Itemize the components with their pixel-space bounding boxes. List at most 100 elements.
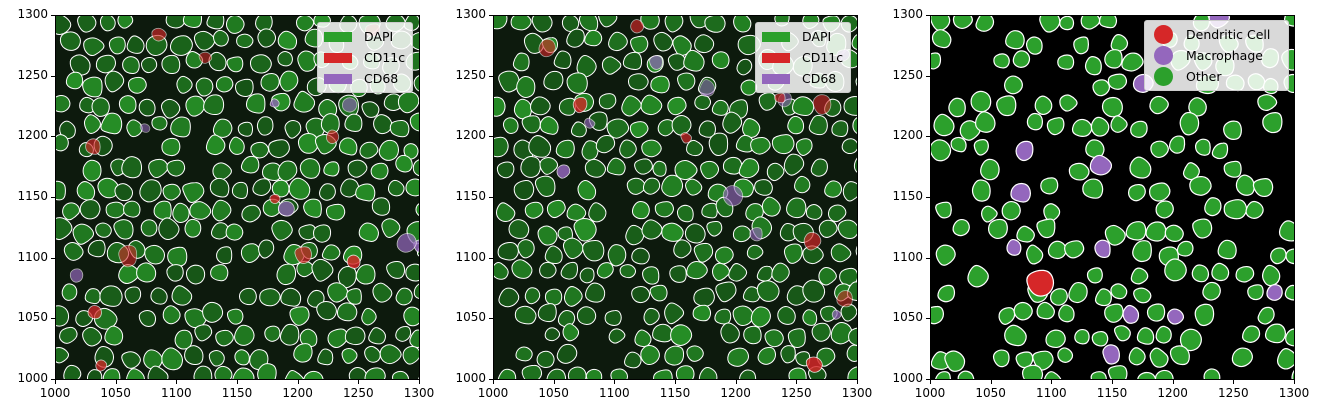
- nucleus-outline: [355, 264, 376, 285]
- y-tick-mark: [489, 136, 493, 138]
- nucleus-outline: [708, 132, 729, 156]
- nucleus-outline: [99, 285, 123, 307]
- nucleus-outline: [714, 246, 734, 265]
- nucleus-outline: [544, 327, 561, 342]
- nucleus-outline: [576, 306, 597, 326]
- nucleus-outline: [228, 136, 245, 155]
- x-tick-mark: [857, 380, 858, 384]
- nucleus-outline: [524, 201, 544, 219]
- nucleus-outline: [842, 181, 858, 202]
- nucleus-outline: [630, 35, 649, 54]
- other-cell: [998, 307, 1016, 325]
- nucleus-outline: [738, 158, 760, 179]
- other-cell: [959, 120, 981, 141]
- nucleus-outline: [625, 224, 645, 246]
- other-cell: [1241, 325, 1261, 343]
- other-cell: [1032, 350, 1054, 371]
- nucleus-outline: [634, 158, 653, 175]
- y-tick-label: 1150: [892, 189, 923, 203]
- cd68-spot: [749, 227, 763, 242]
- nucleus-outline: [320, 113, 340, 135]
- y-tick-mark: [51, 257, 55, 259]
- nucleus-outline: [389, 119, 410, 138]
- other-cell: [1149, 347, 1169, 368]
- y-tick-label: 1250: [892, 67, 923, 82]
- nucleus-outline: [794, 175, 811, 194]
- y-tick-label: 1300: [455, 7, 486, 21]
- nucleus-outline: [77, 15, 97, 33]
- nucleus-outline: [607, 244, 627, 267]
- nucleus-outline: [325, 203, 346, 221]
- nucleus-outline: [694, 34, 715, 54]
- other-cell: [1235, 174, 1255, 196]
- other-cell: [1068, 162, 1090, 181]
- nucleus-outline: [264, 325, 281, 342]
- x-tick-label: 1200: [282, 386, 313, 400]
- nucleus-outline: [211, 199, 232, 222]
- other-cell: [1059, 94, 1078, 112]
- nucleus-outline: [260, 73, 280, 92]
- nucleus-outline: [650, 75, 670, 94]
- other-cell: [1104, 49, 1123, 69]
- nucleus-outline: [232, 367, 255, 380]
- nucleus-outline: [284, 369, 305, 380]
- nucleus-outline: [172, 202, 190, 223]
- other-cell: [1064, 240, 1085, 259]
- x-tick-label: 1300: [403, 386, 435, 400]
- nucleus-outline: [297, 133, 319, 154]
- other-cell: [1047, 240, 1067, 260]
- other-cell: [937, 284, 956, 303]
- x-tick-mark: [55, 380, 56, 384]
- nucleus-outline: [245, 93, 266, 114]
- nucleus-outline: [371, 197, 391, 216]
- nucleus-outline: [827, 204, 847, 223]
- y-tick-mark: [51, 197, 55, 198]
- nucleus-outline: [513, 139, 534, 161]
- legend-entry-dapi: DAPI: [324, 26, 405, 47]
- other-cell: [1137, 371, 1157, 380]
- other-cell: [1098, 15, 1118, 29]
- nucleus-outline: [508, 219, 530, 239]
- nucleus-outline: [347, 159, 368, 178]
- nucleus-outline: [151, 116, 168, 131]
- nucleus-outline: [409, 112, 420, 132]
- nucleus-outline: [493, 136, 509, 158]
- other-cell: [1136, 327, 1155, 345]
- other-cell: [1223, 160, 1242, 178]
- macrophage-cell: [1010, 182, 1031, 203]
- nucleus-outline: [750, 136, 771, 155]
- other-cell: [1040, 177, 1059, 195]
- nucleus-outline: [99, 15, 116, 32]
- other-cell: [1164, 258, 1187, 282]
- other-cell: [1026, 112, 1043, 131]
- legend-label: CD11c: [802, 50, 844, 65]
- y-tick-mark: [926, 197, 930, 198]
- nucleus-outline: [259, 288, 281, 307]
- nucleus-outline: [258, 239, 275, 259]
- nucleus-outline: [284, 120, 302, 139]
- x-tick-label: 1300: [841, 386, 873, 400]
- nucleus-outline: [395, 154, 413, 173]
- macrophage-cell: [1094, 239, 1111, 259]
- nucleus-outline: [704, 15, 726, 33]
- other-cell: [1058, 304, 1075, 323]
- x-tick-label: 1250: [1218, 386, 1249, 400]
- cd68-spot: [269, 98, 280, 108]
- nucleus-outline: [722, 111, 743, 134]
- other-cell: [1057, 347, 1074, 363]
- other-cell: [931, 29, 952, 49]
- nucleus-outline: [584, 158, 607, 178]
- nucleus-outline: [65, 71, 84, 90]
- nucleus-outline: [539, 261, 557, 279]
- nucleus-outline: [176, 75, 193, 94]
- nucleus-outline: [652, 160, 667, 177]
- other-cell: [1182, 162, 1200, 181]
- legend-label: CD11c: [364, 50, 406, 65]
- nucleus-outline: [364, 367, 386, 380]
- nucleus-outline: [608, 328, 626, 344]
- nucleus-outline: [786, 197, 807, 219]
- nucleus-outline: [513, 98, 532, 120]
- x-tick-mark: [796, 380, 798, 384]
- nucleus-outline: [55, 15, 72, 35]
- x-tick-label: 1300: [1278, 386, 1310, 400]
